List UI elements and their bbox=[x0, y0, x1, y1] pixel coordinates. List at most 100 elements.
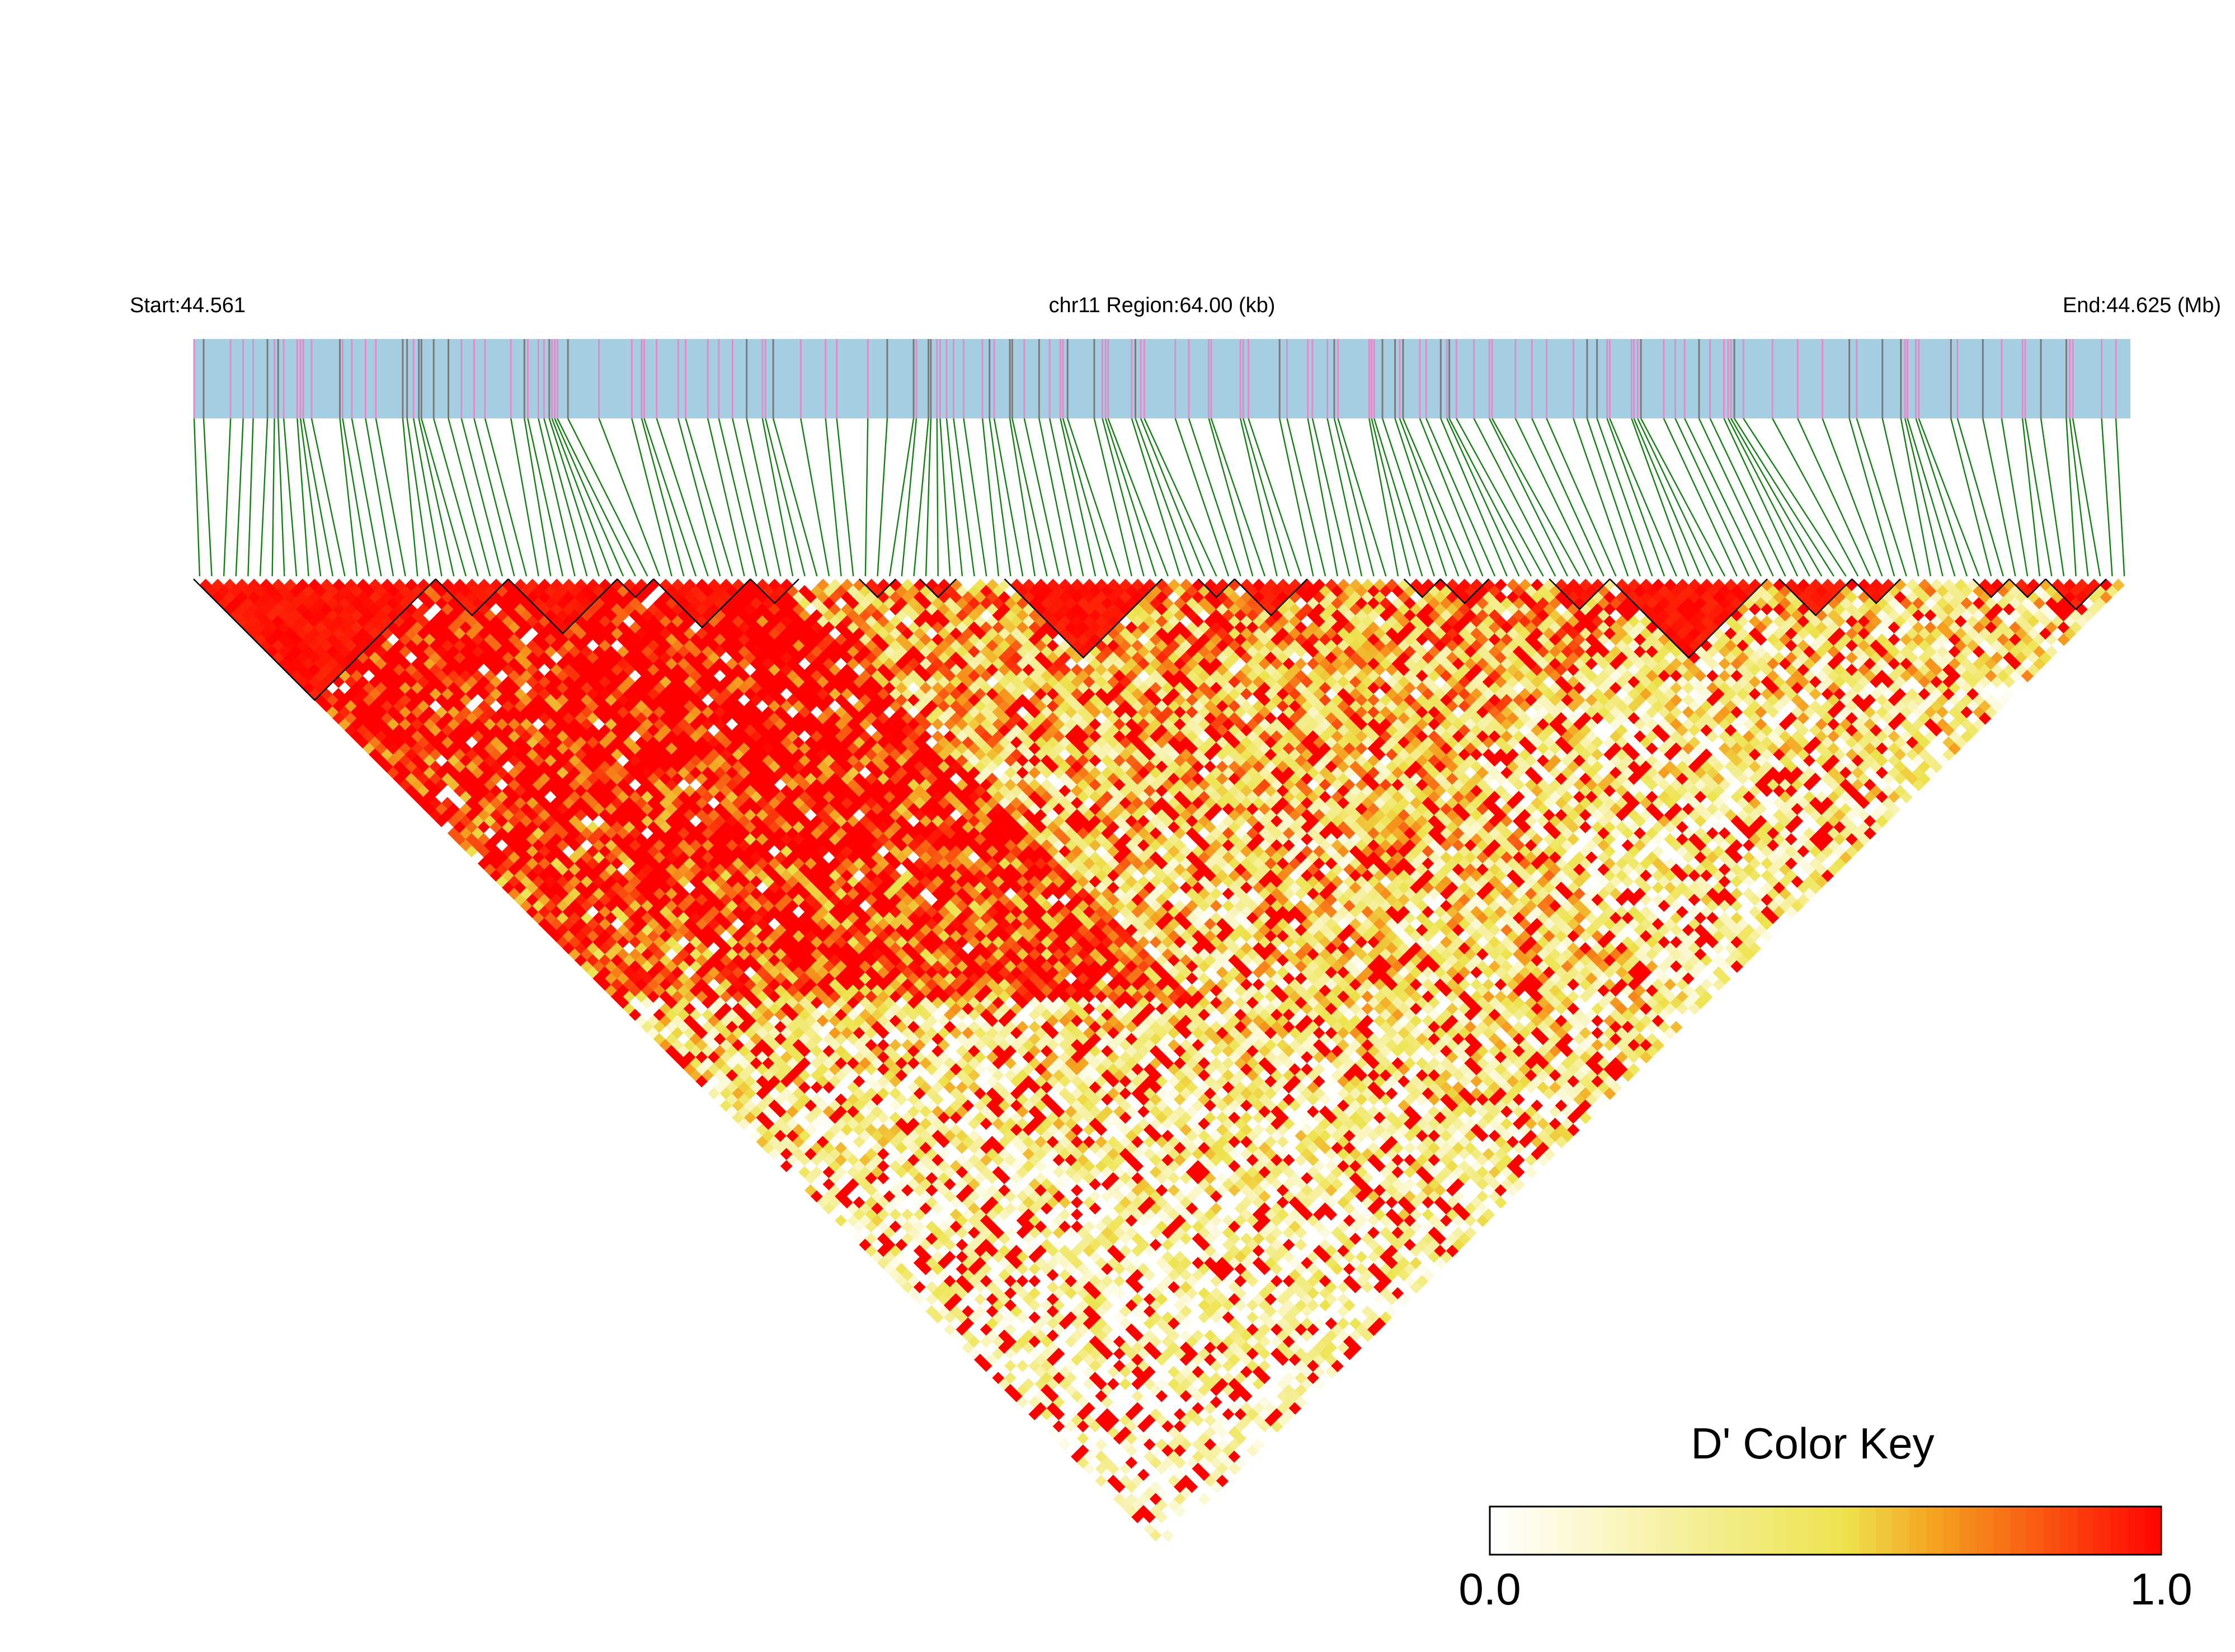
ld-cell bbox=[1065, 1359, 1078, 1372]
ld-cell bbox=[477, 784, 491, 798]
ld-cell bbox=[387, 718, 400, 731]
ld-cell bbox=[411, 693, 424, 707]
ld-cell bbox=[314, 585, 327, 598]
ld-cell bbox=[526, 869, 539, 882]
ld-cell bbox=[435, 790, 448, 803]
ld-cell bbox=[925, 1208, 939, 1221]
ld-cell bbox=[502, 784, 515, 798]
ld-cell bbox=[804, 1075, 817, 1088]
ld-cell bbox=[411, 681, 424, 695]
snp-connector bbox=[351, 418, 382, 577]
ld-cell bbox=[707, 990, 721, 1003]
ld-cell bbox=[804, 1051, 817, 1064]
ld-cell bbox=[441, 772, 454, 785]
snp-connector bbox=[2072, 418, 2101, 577]
ld-cell bbox=[1210, 1480, 1223, 1494]
ld-cell bbox=[387, 729, 400, 743]
ld-cell bbox=[350, 669, 364, 683]
snp-connector bbox=[2021, 418, 2040, 577]
ld-cell bbox=[677, 996, 690, 1009]
ld-cell bbox=[798, 1081, 812, 1094]
ld-cell bbox=[586, 857, 600, 870]
ld-cell bbox=[768, 1123, 782, 1136]
ld-cell bbox=[507, 875, 521, 888]
snp-connector bbox=[302, 418, 334, 577]
snp-connector bbox=[342, 418, 370, 577]
ld-cell bbox=[804, 1111, 817, 1124]
ld-cell bbox=[477, 772, 491, 785]
ld-cell bbox=[350, 609, 364, 622]
ld-cell bbox=[1010, 1390, 1023, 1402]
snp-connector bbox=[1633, 418, 1701, 577]
snp-connector bbox=[1038, 418, 1072, 577]
ld-cell bbox=[986, 1268, 999, 1282]
ld-cell bbox=[798, 1044, 812, 1058]
ld-cell bbox=[526, 808, 539, 822]
snp-connector bbox=[1399, 418, 1460, 577]
ld-cell bbox=[1113, 1480, 1126, 1494]
ld-cell bbox=[405, 688, 418, 700]
ld-cell bbox=[356, 651, 370, 665]
snp-connector bbox=[1848, 418, 1895, 577]
ld-cell bbox=[841, 1147, 854, 1161]
ld-cell bbox=[538, 905, 551, 919]
ld-cell bbox=[1016, 1298, 1029, 1312]
ld-cell bbox=[435, 754, 448, 767]
ld-cell bbox=[1041, 1298, 1053, 1312]
snp-connector bbox=[1950, 418, 1992, 577]
ld-cell bbox=[738, 1069, 751, 1082]
snp-connector bbox=[2001, 418, 2029, 577]
ld-cell bbox=[683, 929, 697, 943]
ld-cell bbox=[889, 1208, 902, 1221]
ld-cell bbox=[1113, 1420, 1126, 1433]
ld-cell bbox=[496, 875, 509, 888]
ld-cell bbox=[411, 790, 424, 803]
ld-cell bbox=[677, 1057, 690, 1070]
ld-cell bbox=[526, 832, 539, 846]
ld-cell bbox=[647, 978, 660, 991]
ld-cell bbox=[441, 808, 454, 822]
snp-connector bbox=[1772, 418, 1859, 577]
ld-cell bbox=[1071, 1329, 1084, 1342]
ld-cell bbox=[677, 984, 690, 997]
snp-connector bbox=[433, 418, 479, 577]
ld-cell bbox=[320, 627, 333, 640]
ld-cell bbox=[859, 1129, 872, 1142]
snp-connector bbox=[1956, 418, 2004, 577]
ld-cell bbox=[877, 1147, 890, 1161]
ld-cell bbox=[562, 893, 576, 906]
ld-cell bbox=[350, 645, 364, 658]
ld-cell bbox=[314, 657, 327, 670]
snp-connector bbox=[2024, 418, 2053, 577]
snp-connector bbox=[836, 418, 854, 577]
ld-cell bbox=[889, 1147, 902, 1161]
ld-cell bbox=[835, 1117, 848, 1131]
ld-cell bbox=[405, 712, 418, 725]
snp-connector bbox=[1307, 418, 1338, 577]
ld-cell bbox=[562, 821, 576, 834]
ld-cell bbox=[865, 1208, 878, 1221]
ld-cell bbox=[586, 966, 600, 979]
ld-cell bbox=[992, 1359, 1005, 1372]
ld-cell bbox=[356, 639, 370, 652]
ld-cell bbox=[387, 681, 400, 695]
ld-cell bbox=[472, 790, 484, 803]
ld-cell bbox=[417, 712, 430, 725]
ld-cell bbox=[968, 1238, 981, 1251]
snp-connector bbox=[1709, 418, 1786, 577]
ld-cell bbox=[798, 1057, 812, 1070]
ld-cell bbox=[865, 1135, 878, 1149]
snp-connector bbox=[473, 418, 515, 577]
ld-cell bbox=[284, 591, 297, 604]
ld-cell bbox=[314, 681, 327, 695]
ld-cell bbox=[1010, 1329, 1023, 1342]
ld-cell bbox=[1149, 1420, 1163, 1433]
ld-cell bbox=[1107, 1390, 1120, 1402]
ld-cell bbox=[829, 1135, 842, 1149]
ld-cell bbox=[296, 591, 309, 604]
ld-cell bbox=[949, 1208, 963, 1221]
snp-connector bbox=[1419, 418, 1484, 577]
ld-cell bbox=[647, 893, 660, 906]
ld-cell bbox=[1101, 1480, 1114, 1494]
snp-connector bbox=[448, 418, 491, 577]
